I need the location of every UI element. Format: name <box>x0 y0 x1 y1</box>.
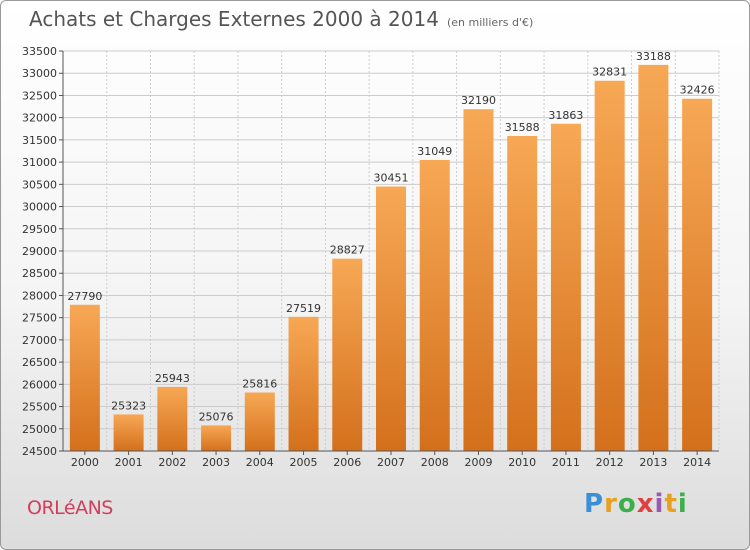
y-tick-label: 29500 <box>22 223 57 236</box>
bar-2001 <box>113 414 144 451</box>
x-tick-label-2009: 2009 <box>464 456 492 469</box>
y-tick-label: 31000 <box>22 156 57 169</box>
x-tick-label-2006: 2006 <box>333 456 361 469</box>
bar-2002 <box>157 386 188 451</box>
bar-2007 <box>376 186 406 451</box>
data-label-2010: 31588 <box>505 121 540 134</box>
x-tick-label-2005: 2005 <box>290 456 318 469</box>
x-tick-label-2007: 2007 <box>377 456 405 469</box>
bar-2006 <box>332 258 363 451</box>
bar-2009 <box>463 109 494 451</box>
data-label-2005: 27519 <box>286 302 321 315</box>
data-label-2003: 25076 <box>199 410 234 423</box>
y-tick-label: 30500 <box>22 178 57 191</box>
y-tick-label: 25000 <box>22 423 57 436</box>
x-tick-label-2008: 2008 <box>421 456 449 469</box>
chart-subtitle: (en milliers d'€) <box>446 16 534 29</box>
data-label-2004: 25816 <box>242 378 277 391</box>
y-tick-label: 30000 <box>22 201 57 214</box>
y-tick-label: 24500 <box>22 445 57 458</box>
x-tick-label-2010: 2010 <box>508 456 536 469</box>
x-tick-label-2013: 2013 <box>639 456 667 469</box>
bar-2013 <box>638 64 669 451</box>
data-label-2001: 25323 <box>111 399 146 412</box>
x-tick-label-2000: 2000 <box>71 456 99 469</box>
data-label-2008: 31049 <box>417 145 452 158</box>
y-tick-label: 27000 <box>22 334 57 347</box>
data-label-2012: 32831 <box>592 66 627 79</box>
chart-title-text: Achats et Charges Externes 2000 à 2014 <box>29 7 439 31</box>
y-tick-label: 32500 <box>22 89 57 102</box>
bar-2008 <box>419 159 450 451</box>
x-tick-label-2002: 2002 <box>158 456 186 469</box>
data-label-2000: 27790 <box>67 290 102 303</box>
bar-2004 <box>244 392 275 451</box>
bar-2014 <box>682 98 713 451</box>
y-tick-label: 25500 <box>22 401 57 414</box>
y-tick-label: 28500 <box>22 267 57 280</box>
x-tick-label-2011: 2011 <box>552 456 580 469</box>
bar-2000 <box>69 304 100 451</box>
bars <box>69 64 713 451</box>
bar-2011 <box>550 123 581 451</box>
y-tick-label: 26000 <box>22 378 57 391</box>
y-tick-label: 32000 <box>22 112 57 125</box>
x-tick-label-2001: 2001 <box>115 456 143 469</box>
data-label-2013: 33188 <box>636 50 671 63</box>
x-tick-label-2014: 2014 <box>683 456 711 469</box>
y-tick-label: 31500 <box>22 134 57 147</box>
axes: 24500 25000 25500 26000 26500 27000 27500 28000… <box>22 45 719 469</box>
data-label-2007: 30451 <box>374 172 409 185</box>
bar-2010 <box>507 135 538 451</box>
data-label-2002: 25943 <box>155 372 190 385</box>
chart-title: Achats et Charges Externes 2000 à 2014 (e… <box>29 7 533 31</box>
y-tick-label: 26500 <box>22 356 57 369</box>
x-tick-label-2003: 2003 <box>202 456 230 469</box>
y-tick-label: 28000 <box>22 289 57 302</box>
bar-2012 <box>594 80 625 451</box>
data-labels: 27790 25323 25943 25076 25816 27519 28827 30451… <box>67 50 714 424</box>
y-tick-label: 33500 <box>22 45 57 58</box>
y-tick-label: 27500 <box>22 312 57 325</box>
y-tick-label: 33000 <box>22 67 57 80</box>
data-label-2009: 32190 <box>461 94 496 107</box>
data-label-2006: 28827 <box>330 244 365 257</box>
data-label-2011: 31863 <box>548 109 583 122</box>
proxiti-logo: Proxiti <box>584 489 688 519</box>
city-name: ORLéANS <box>27 497 113 519</box>
bar-2003 <box>201 425 232 451</box>
y-tick-label: 29000 <box>22 245 57 258</box>
x-tick-label-2012: 2012 <box>596 456 624 469</box>
x-tick-label-2004: 2004 <box>246 456 274 469</box>
data-label-2014: 32426 <box>680 84 715 97</box>
bar-2005 <box>288 316 319 451</box>
